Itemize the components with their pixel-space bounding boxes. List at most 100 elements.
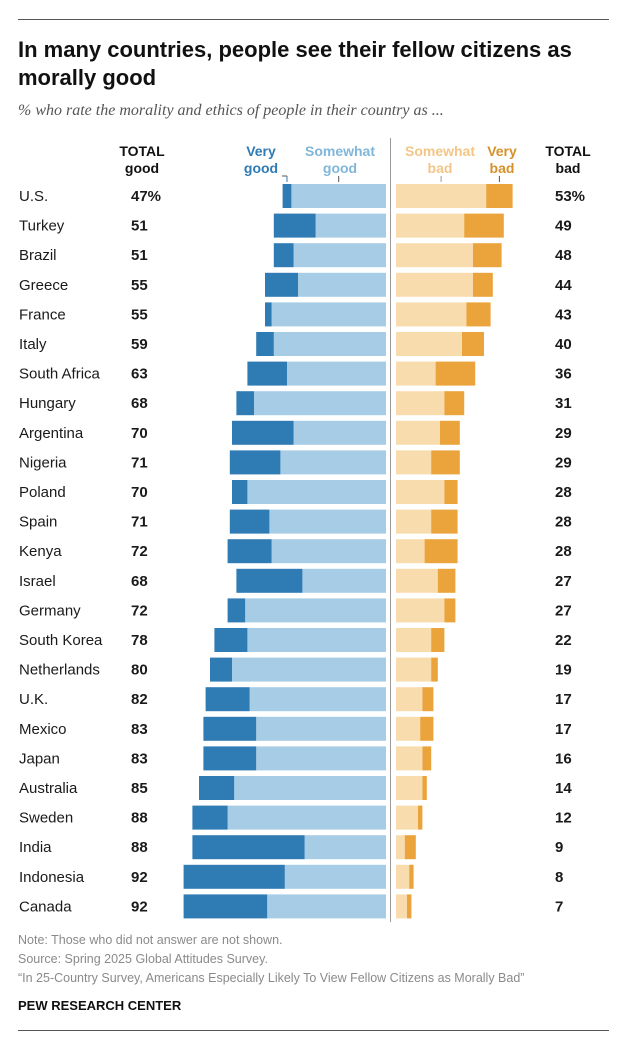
report-title: “In 25-Country Survey, Americans Especia… — [18, 971, 525, 985]
bar-very-bad — [444, 391, 465, 416]
chart-row: South Africa 63 36 — [19, 361, 572, 386]
bar-somewhat-good — [232, 657, 386, 682]
legend-somewhat-bad-line2: bad — [427, 160, 453, 176]
chart-row: Japan 83 16 — [19, 746, 572, 771]
header-total-bad-line1: TOTAL — [545, 143, 591, 159]
bar-very-good — [236, 391, 254, 416]
total-good-label: 51 — [131, 247, 148, 264]
total-good-label: 55 — [131, 306, 148, 323]
country-label: Argentina — [19, 425, 84, 442]
bar-somewhat-bad — [396, 539, 425, 564]
bar-very-good — [265, 302, 272, 327]
total-good-label: 80 — [131, 662, 148, 679]
header-total-bad-line2: bad — [555, 160, 581, 176]
chart-row: India 88 9 — [19, 835, 563, 860]
total-bad-label: 7 — [555, 898, 563, 915]
bar-very-bad — [404, 835, 416, 860]
country-label: Greece — [19, 277, 68, 294]
bar-somewhat-good — [271, 302, 386, 327]
chart-row: France 55 43 — [19, 302, 572, 327]
total-good-label: 88 — [131, 839, 148, 856]
country-label: Germany — [19, 602, 81, 619]
bar-very-bad — [422, 687, 434, 712]
total-good-label: 63 — [131, 366, 148, 383]
chart-row: Nigeria 71 29 — [19, 450, 572, 475]
total-bad-label: 28 — [555, 543, 572, 560]
total-bad-label: 17 — [555, 721, 572, 738]
total-good-label: 83 — [131, 721, 148, 738]
bar-somewhat-good — [280, 450, 386, 475]
country-label: Spain — [19, 514, 57, 531]
total-good-label: 47% — [131, 188, 161, 205]
total-bad-label: 29 — [555, 454, 572, 471]
bar-very-bad — [437, 568, 456, 593]
bar-very-good — [273, 243, 294, 268]
bar-very-good — [214, 628, 248, 652]
header-total-bad: TOTAL bad — [538, 143, 598, 177]
bar-somewhat-bad — [396, 835, 405, 860]
country-label: Sweden — [19, 810, 73, 827]
bar-very-bad — [431, 628, 445, 652]
total-good-label: 55 — [131, 277, 148, 294]
bar-very-bad — [440, 420, 460, 445]
bar-very-good — [183, 864, 285, 889]
chart-row: Mexico 83 17 — [19, 716, 572, 741]
total-bad-label: 19 — [555, 662, 572, 679]
bar-somewhat-bad — [396, 746, 423, 771]
chart-row: U.K. 82 17 — [19, 687, 572, 712]
bar-somewhat-bad — [396, 598, 445, 623]
bar-somewhat-bad — [396, 568, 438, 593]
top-rule — [18, 19, 609, 20]
legend-somewhat-bad: Somewhat bad — [395, 143, 485, 177]
chart-row: Sweden 88 12 — [19, 805, 572, 830]
bar-very-bad — [407, 894, 412, 919]
country-label: India — [19, 839, 52, 856]
bar-somewhat-good — [234, 776, 386, 800]
legend-somewhat-good: Somewhat good — [294, 143, 386, 177]
legend-very-good: Very good — [233, 143, 289, 177]
country-label: South Africa — [19, 366, 101, 383]
bar-somewhat-bad — [396, 776, 423, 800]
source-line: Source: Spring 2025 Global Attitudes Sur… — [18, 952, 268, 966]
legend-ticks — [282, 175, 500, 182]
bar-very-good — [192, 835, 305, 860]
chart-row: Brazil 51 48 — [19, 243, 572, 268]
bar-very-good — [205, 687, 250, 712]
total-bad-label: 27 — [555, 573, 572, 590]
bar-very-bad — [466, 302, 491, 327]
bar-somewhat-bad — [396, 420, 440, 445]
bar-somewhat-good — [245, 598, 386, 623]
bar-somewhat-bad — [396, 716, 421, 741]
country-label: Poland — [19, 484, 66, 501]
country-label: Italy — [19, 336, 47, 353]
chart-row: U.S. 47% 53% — [19, 184, 585, 208]
bar-very-good — [203, 716, 257, 741]
chart-rows: U.S. 47% 53% Turkey 51 49 Brazil 51 48 Greece 55 44… — [19, 184, 585, 919]
total-bad-label: 14 — [555, 780, 572, 797]
bar-very-bad — [431, 657, 438, 682]
chart-row: Germany 72 27 — [19, 598, 572, 623]
legend-very-bad-line1: Very — [487, 143, 517, 159]
bar-somewhat-good — [271, 539, 386, 564]
bar-somewhat-good — [254, 391, 386, 416]
total-bad-label: 29 — [555, 425, 572, 442]
header-total-good-line2: good — [124, 160, 160, 176]
bar-somewhat-bad — [396, 480, 445, 504]
country-label: Indonesia — [19, 869, 85, 886]
total-bad-label: 49 — [555, 218, 572, 235]
bar-very-good — [273, 213, 316, 238]
total-good-label: 59 — [131, 336, 148, 353]
bar-somewhat-bad — [396, 391, 445, 416]
bar-somewhat-good — [269, 509, 386, 534]
legend-very-bad-line2: bad — [489, 160, 515, 176]
total-good-label: 71 — [131, 454, 148, 471]
bar-very-good — [192, 805, 228, 830]
total-bad-label: 12 — [555, 810, 572, 827]
bar-very-bad — [444, 480, 458, 504]
bar-very-good — [227, 598, 246, 623]
chart-row: Canada 92 7 — [19, 894, 563, 919]
bar-somewhat-good — [247, 628, 386, 652]
total-good-label: 82 — [131, 691, 148, 708]
total-bad-label: 22 — [555, 632, 572, 649]
total-good-label: 83 — [131, 750, 148, 767]
